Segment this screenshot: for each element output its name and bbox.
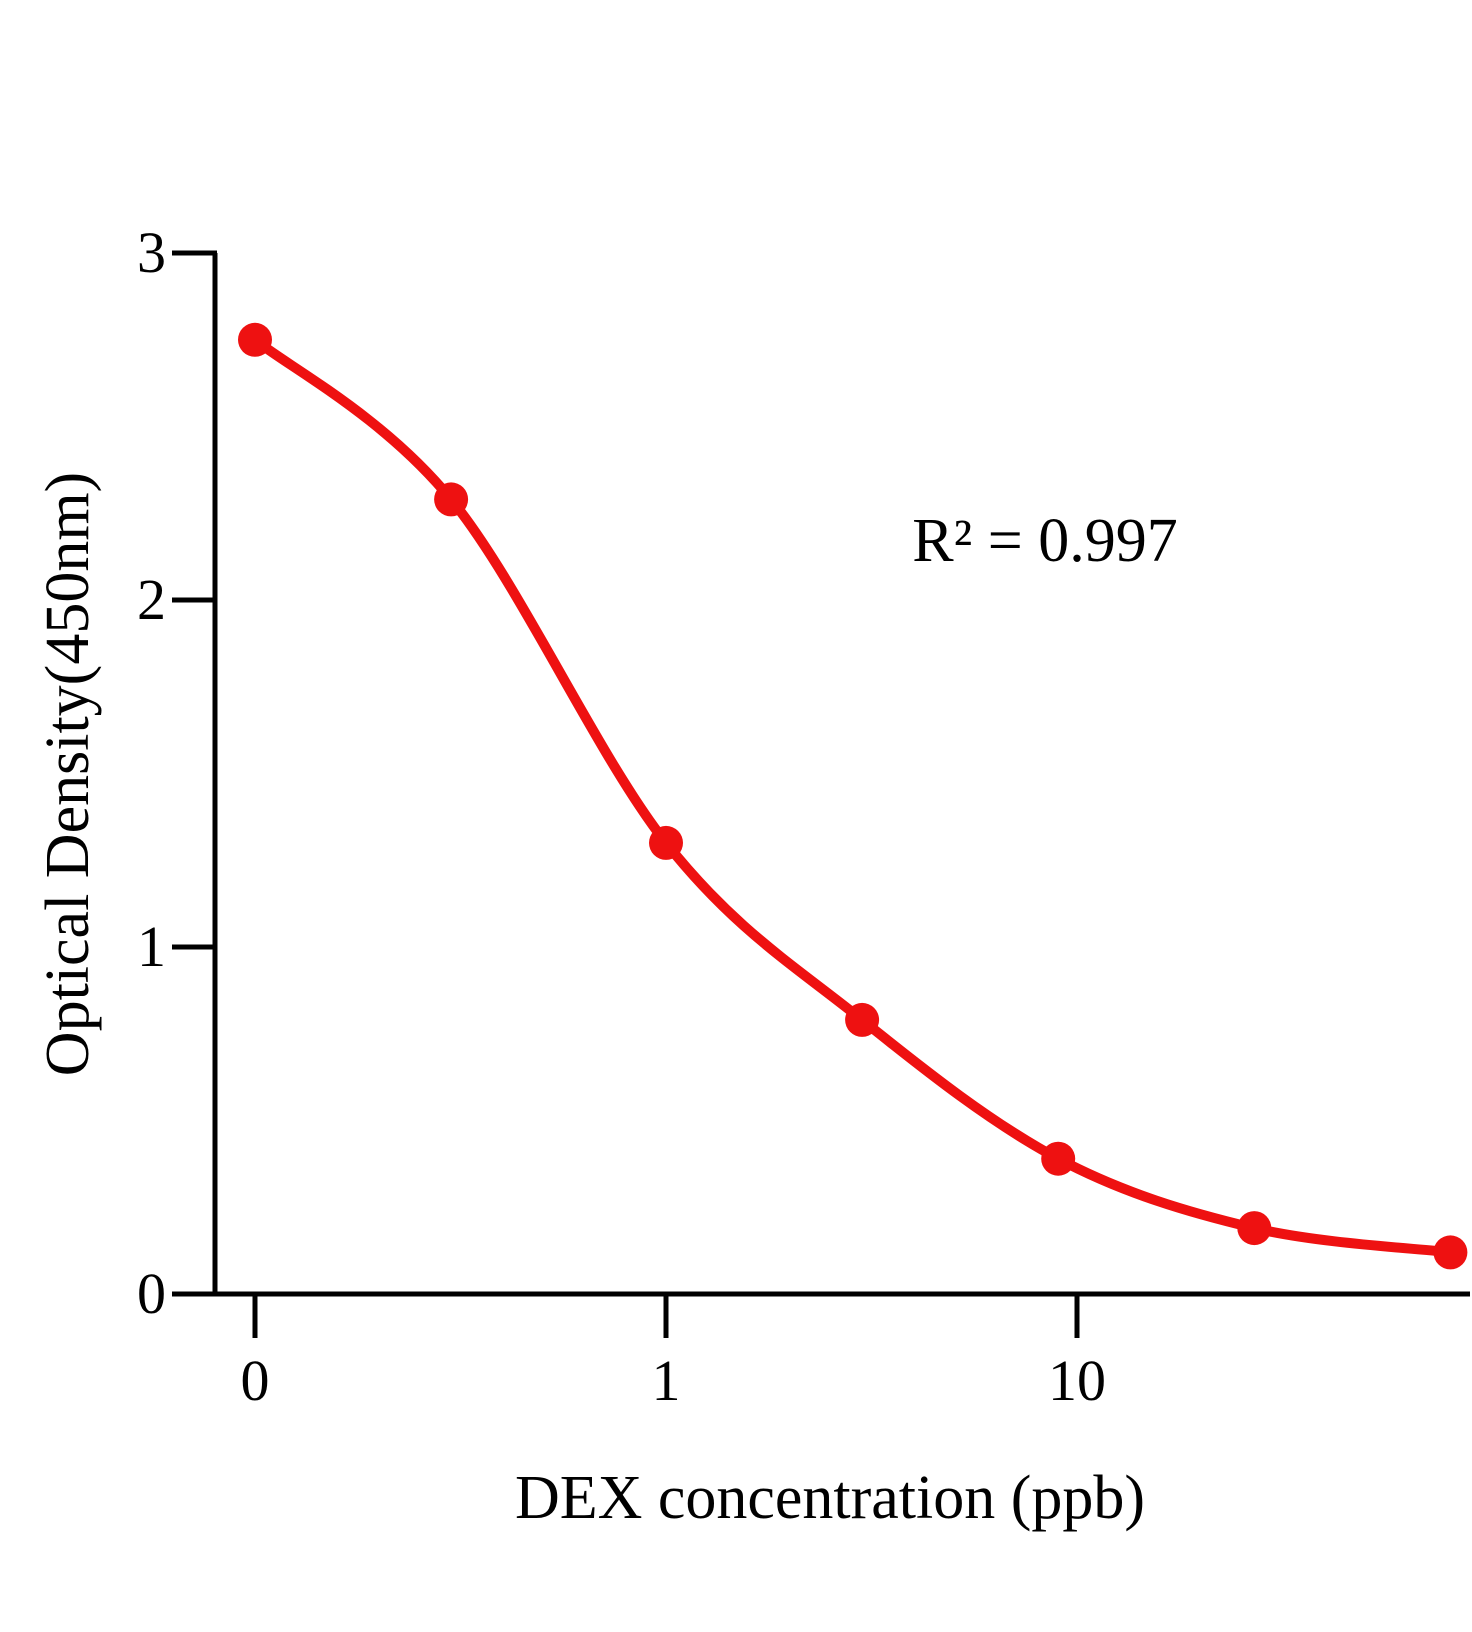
data-point [1041, 1141, 1076, 1176]
x-axis-title: DEX concentration (ppb) [515, 1464, 1145, 1532]
r-squared-annotation: R² = 0.997 [912, 507, 1177, 575]
chart-svg: 0 1 2 3 0 1 10 R² = 0.997 DEX concentration (p… [40, 220, 1470, 1532]
elisa-standard-curve-figure: 0 1 2 3 0 1 10 R² = 0.997 DEX concentration (p… [40, 16, 1472, 1616]
x-tick-label: 1 [652, 1348, 681, 1413]
x-tick-label: 0 [241, 1348, 270, 1413]
data-points [238, 322, 1468, 1270]
data-point [1433, 1235, 1468, 1270]
y-tick-label: 2 [137, 567, 166, 632]
data-point [238, 322, 272, 357]
y-axis-title: Optical Density(450nm) [40, 472, 102, 1076]
y-tick-label: 3 [137, 220, 166, 285]
data-point [1237, 1211, 1272, 1246]
data-point [845, 1002, 880, 1037]
axes [172, 250, 1470, 1338]
data-point [649, 825, 683, 860]
y-tick-label: 0 [137, 1261, 166, 1326]
fit-curve-path [250, 334, 1456, 1258]
data-point [434, 482, 469, 517]
y-tick-label: 1 [137, 914, 166, 979]
tick-labels: 0 1 2 3 0 1 10 [137, 220, 1106, 1413]
fit-curve [250, 334, 1456, 1258]
x-tick-label: 10 [1048, 1348, 1106, 1413]
